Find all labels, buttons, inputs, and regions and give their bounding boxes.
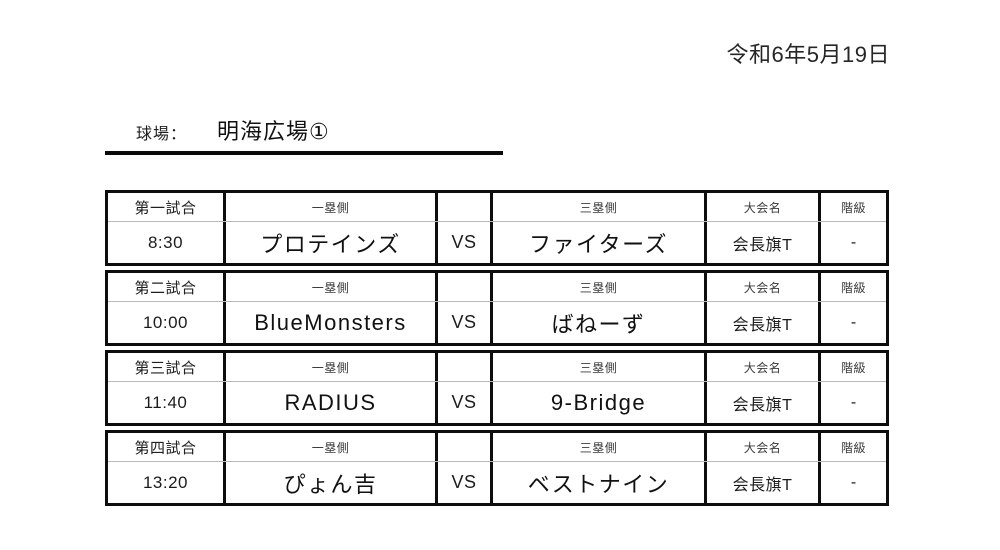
- vs-label: VS: [438, 302, 493, 343]
- first-base-team: ぴょん吉: [226, 462, 438, 503]
- third-base-header: 三塁側: [493, 353, 707, 381]
- venue-label: 球場：: [136, 126, 188, 143]
- tournament-name: 会長旗T: [707, 462, 821, 503]
- class-value: -: [850, 393, 857, 411]
- vs-header: [438, 193, 493, 221]
- third-base-team: ばねーず: [493, 302, 707, 343]
- vs-label: VS: [438, 462, 493, 503]
- vs-header: [438, 353, 493, 381]
- game-number-header: 第二試合: [108, 273, 226, 301]
- game-number-header: 第一試合: [108, 193, 226, 221]
- third-base-header: 三塁側: [493, 193, 707, 221]
- game-number-header: 第四試合: [108, 433, 226, 461]
- first-base-header: 一塁側: [226, 433, 438, 461]
- third-base-header: 三塁側: [493, 273, 707, 301]
- first-base-team: BlueMonsters: [226, 302, 438, 343]
- game-data-row: 8:30 プロテインズ VS ファイターズ 会長旗T -: [108, 222, 886, 263]
- first-base-header: 一塁側: [226, 273, 438, 301]
- third-base-team: ファイターズ: [493, 222, 707, 263]
- tournament-name: 会長旗T: [707, 382, 821, 423]
- class-header: 階級: [840, 360, 866, 375]
- class-header: 階級: [840, 280, 866, 295]
- game-block: 第三試合 一塁側 三塁側 大会名 階級 11:40 RADIUS VS 9-Br…: [105, 350, 889, 426]
- third-base-team: 9-Bridge: [493, 382, 707, 423]
- game-header-row: 第四試合 一塁側 三塁側 大会名 階級: [108, 433, 886, 462]
- vs-header: [438, 273, 493, 301]
- tournament-header: 大会名: [707, 353, 821, 381]
- vs-header: [438, 433, 493, 461]
- first-base-team: プロテインズ: [226, 222, 438, 263]
- first-base-team: RADIUS: [226, 382, 438, 423]
- class-value: -: [850, 313, 857, 331]
- third-base-team: ベストナイン: [493, 462, 707, 503]
- game-header-row: 第一試合 一塁側 三塁側 大会名 階級: [108, 193, 886, 222]
- class-header: 階級: [840, 200, 866, 215]
- game-block: 第四試合 一塁側 三塁側 大会名 階級 13:20 ぴょん吉 VS ベストナイン…: [105, 430, 889, 506]
- game-time: 11:40: [108, 382, 226, 423]
- game-data-row: 13:20 ぴょん吉 VS ベストナイン 会長旗T -: [108, 462, 886, 503]
- game-time: 8:30: [108, 222, 226, 263]
- game-header-row: 第三試合 一塁側 三塁側 大会名 階級: [108, 353, 886, 382]
- game-block: 第一試合 一塁側 三塁側 大会名 階級 8:30 プロテインズ VS ファイター…: [105, 190, 889, 266]
- venue-underline-rule: [105, 151, 503, 155]
- vs-label: VS: [438, 222, 493, 263]
- schedule-table: 第一試合 一塁側 三塁側 大会名 階級 8:30 プロテインズ VS ファイター…: [105, 190, 889, 506]
- tournament-name: 会長旗T: [707, 222, 821, 263]
- venue-row: 球場： 明海広場①: [105, 114, 505, 146]
- vs-label: VS: [438, 382, 493, 423]
- venue-heading: 球場： 明海広場①: [105, 114, 505, 155]
- game-block: 第二試合 一塁側 三塁側 大会名 階級 10:00 BlueMonsters V…: [105, 270, 889, 346]
- third-base-header: 三塁側: [493, 433, 707, 461]
- game-data-row: 10:00 BlueMonsters VS ばねーず 会長旗T -: [108, 302, 886, 343]
- class-value: -: [850, 233, 857, 251]
- game-time: 13:20: [108, 462, 226, 503]
- tournament-name: 会長旗T: [707, 302, 821, 343]
- class-header: 階級: [840, 440, 866, 455]
- game-header-row: 第二試合 一塁側 三塁側 大会名 階級: [108, 273, 886, 302]
- class-value: -: [850, 473, 857, 491]
- document-date: 令和6年5月19日: [726, 42, 890, 67]
- tournament-header: 大会名: [707, 433, 821, 461]
- game-time: 10:00: [108, 302, 226, 343]
- tournament-header: 大会名: [707, 273, 821, 301]
- first-base-header: 一塁側: [226, 353, 438, 381]
- tournament-header: 大会名: [707, 193, 821, 221]
- venue-name: 明海広場①: [217, 119, 330, 144]
- game-number-header: 第三試合: [108, 353, 226, 381]
- game-data-row: 11:40 RADIUS VS 9-Bridge 会長旗T -: [108, 382, 886, 423]
- first-base-header: 一塁側: [226, 193, 438, 221]
